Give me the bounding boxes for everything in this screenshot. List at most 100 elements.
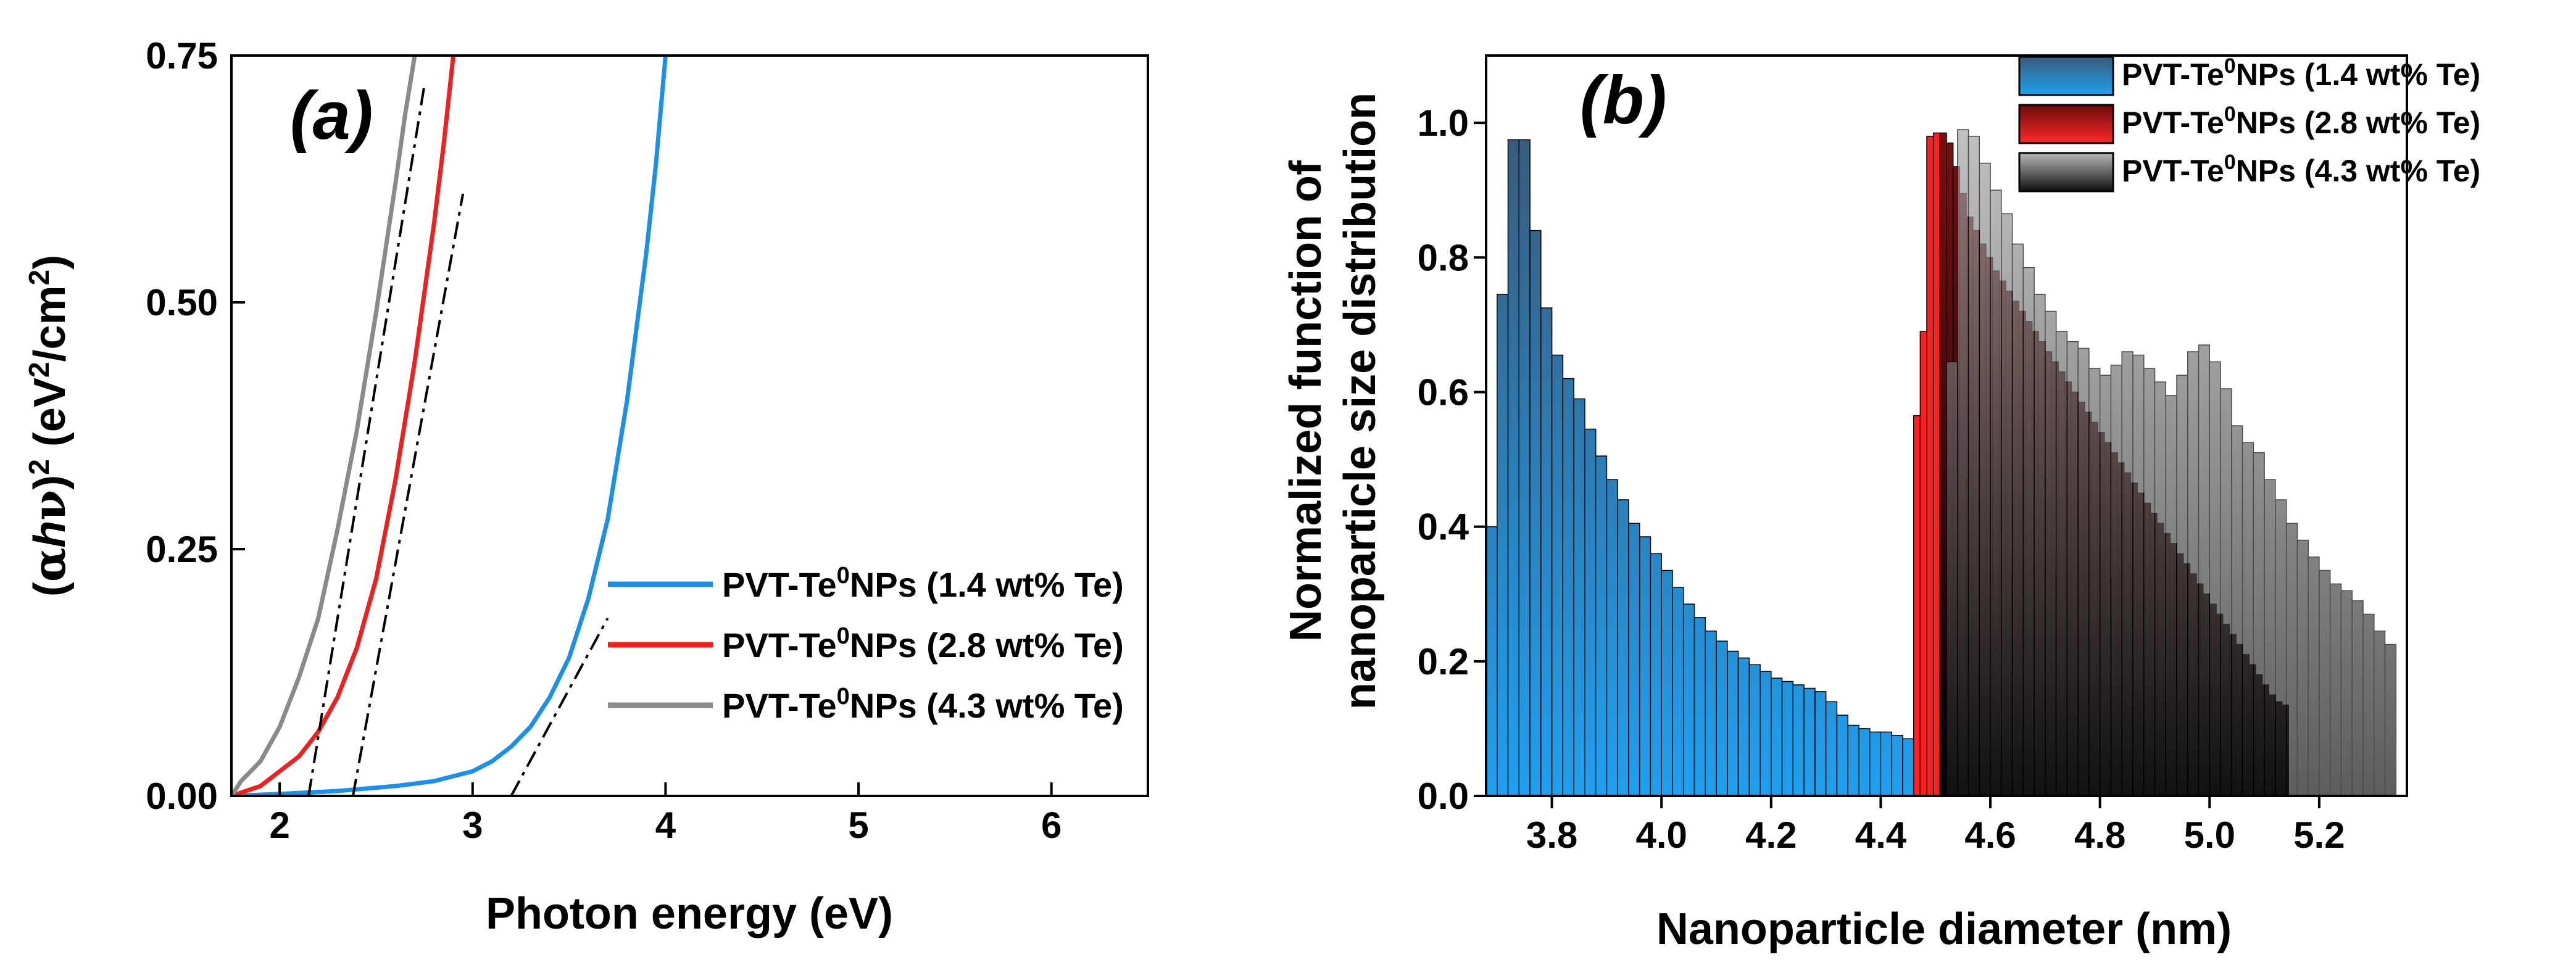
panel-b-bar <box>1939 132 1947 796</box>
panel-b-bar <box>2340 590 2353 796</box>
panel-a-x-tick-label: 4 <box>655 805 676 846</box>
panel-a-tangent-line-2 <box>351 193 465 796</box>
panel-b-bar <box>2308 556 2320 796</box>
panel-b-bars-group <box>1486 129 2397 796</box>
panel-b-legend-swatch-3 <box>2018 152 2114 193</box>
panel-b-bar <box>1606 479 1618 796</box>
panel-b-bar <box>2001 213 2013 796</box>
panel-b-bar <box>2198 344 2211 796</box>
panel-b-x-tick-label: 4.6 <box>1964 814 2016 856</box>
panel-b-bar <box>1661 569 1673 796</box>
panel-a-label: (a) <box>290 78 373 154</box>
panel-b-bar <box>1551 354 1564 796</box>
panel-b-bar <box>2165 395 2177 796</box>
panel-b-series-1 <box>1486 139 1914 796</box>
panel-b-y-tick-label: 0.4 <box>1418 507 1469 548</box>
panel-a-y-tick-label: 0.25 <box>146 529 218 570</box>
panel-b-y-tick-label: 0.8 <box>1418 237 1469 278</box>
panel-b-bar <box>2176 375 2188 796</box>
panel-b-bar <box>1979 162 1991 796</box>
panel-b-bar <box>1792 684 1805 796</box>
panel-b-bar <box>1957 129 1969 796</box>
panel-b-bar <box>2351 600 2364 796</box>
panel-b-y-ticks: 0.0 0.2 0.4 0.6 0.8 1.0 <box>1418 102 1486 817</box>
panel-b-bar <box>1902 738 1914 796</box>
panel-b-bar <box>2055 331 2068 796</box>
panel-b-label: (b) <box>1580 62 1666 138</box>
panel-b-x-tick-label: 4.2 <box>1745 814 1797 856</box>
panel-b-bar <box>2231 425 2243 796</box>
panel-b-legend: PVT-Te0NPs (1.4 wt% Te) PVT-Te0NPs (2.8 w… <box>2018 54 2480 193</box>
panel-a-tangent-line-3 <box>307 85 426 796</box>
panel-b-bar <box>1562 378 1574 796</box>
panel-b-bar <box>2275 499 2287 796</box>
panel-b-bar <box>1847 724 1859 796</box>
panel-b-legend-label-3: PVT-Te0NPs (4.3 wt% Te) <box>2122 151 2480 188</box>
panel-b-bar <box>2132 354 2145 796</box>
panel-b-bar <box>1617 499 1629 796</box>
panel-b-bar <box>2110 365 2122 796</box>
panel-b-x-tick-label: 4.4 <box>1855 814 1907 856</box>
panel-b-bar <box>2264 479 2276 796</box>
panel-b-bar <box>1967 136 1980 796</box>
panel-b-bar <box>1540 307 1553 796</box>
panel-b-bar <box>1727 650 1739 796</box>
panel-b-bar <box>1932 132 1941 796</box>
panel-a-y-axis-title: (αhν)2 (eV2/cm2) <box>23 255 75 597</box>
panel-b-bar <box>1705 630 1717 796</box>
panel-b-bar <box>2154 381 2167 796</box>
panel-b-bar <box>1836 714 1848 796</box>
panel-b-x-tick-label: 5.2 <box>2293 814 2345 856</box>
panel-b-bar <box>1628 523 1640 796</box>
panel-b-series-3 <box>1946 129 2397 796</box>
panel-b-bar <box>2187 351 2200 796</box>
panel-b-bar <box>1880 731 1892 796</box>
panel-b-y-tick-label: 0.6 <box>1418 371 1469 413</box>
panel-b-bar <box>1529 230 1542 796</box>
panel-b-bar <box>2220 388 2232 796</box>
panel-b-x-tick-label: 4.0 <box>1635 814 1687 856</box>
panel-b-bar <box>1639 536 1652 796</box>
panel-b-bar <box>1781 681 1794 796</box>
panel-b-y-tick-label: 0.0 <box>1418 776 1469 817</box>
panel-b-bar <box>2011 243 2024 796</box>
panel-b-bar <box>2034 294 2046 796</box>
panel-a-legend-label-3: PVT-Te0NPs (4.3 wt% Te) <box>722 684 1124 725</box>
panel-a-y-tick-label: 0.50 <box>146 282 218 323</box>
panel-a-plot-frame <box>230 54 1149 797</box>
panel-a-y-ticks: 0.00 0.25 0.50 0.75 <box>146 35 245 817</box>
panel-b-bar <box>1518 139 1531 796</box>
panel-b-bar <box>2209 361 2221 796</box>
panel-a-legend-label-2: PVT-Te0NPs (2.8 wt% Te) <box>722 623 1124 665</box>
panel-b-bar <box>2253 452 2265 796</box>
panel-b-legend-label-1: PVT-Te0NPs (1.4 wt% Te) <box>2122 54 2480 92</box>
panel-a-tangent-lines <box>307 85 609 796</box>
panel-b-bar <box>2045 310 2057 796</box>
panel-b-x-ticks: 3.8 4.0 4.2 4.4 4.6 4.8 5.0 5.2 <box>1526 796 2345 856</box>
panel-b-bar <box>1869 731 1882 796</box>
panel-b-bar <box>2384 644 2397 796</box>
panel-b-bar <box>1737 657 1750 796</box>
panel-b-plot-frame <box>1485 54 2408 797</box>
panel-a-x-axis-title: Photon energy (eV) <box>486 889 893 938</box>
panel-b-y-tick-label: 1.0 <box>1418 102 1469 144</box>
panel-b-bar <box>1716 640 1728 796</box>
panel-b-bar <box>1507 139 1520 796</box>
panel-a-x-tick-label: 6 <box>1041 805 1062 846</box>
panel-a-x-ticks: 2 3 4 5 6 <box>269 782 1062 846</box>
panel-b-legend-swatch-1 <box>2018 56 2114 96</box>
panel-b-bar <box>1919 331 1927 796</box>
panel-b-bar <box>2296 539 2309 796</box>
panel-b-legend-label-2: PVT-Te0NPs (2.8 wt% Te) <box>2122 102 2480 140</box>
panel-a-tangent-line-1 <box>510 618 609 796</box>
panel-a-series-group <box>231 56 668 796</box>
panel-a-legend-label-1: PVT-Te0NPs (1.4 wt% Te) <box>722 563 1124 604</box>
panel-b-x-tick-label: 5.0 <box>2184 814 2235 856</box>
panel-b-bar <box>1672 587 1684 796</box>
panel-b-bar <box>2319 569 2331 796</box>
panel-b-legend-swatch-2 <box>2018 104 2114 144</box>
panel-a-x-tick-label: 2 <box>269 805 289 846</box>
panel-b-bar <box>1497 294 1509 796</box>
panel-b-bar <box>2242 442 2254 796</box>
panel-b-bar <box>1990 189 2002 796</box>
